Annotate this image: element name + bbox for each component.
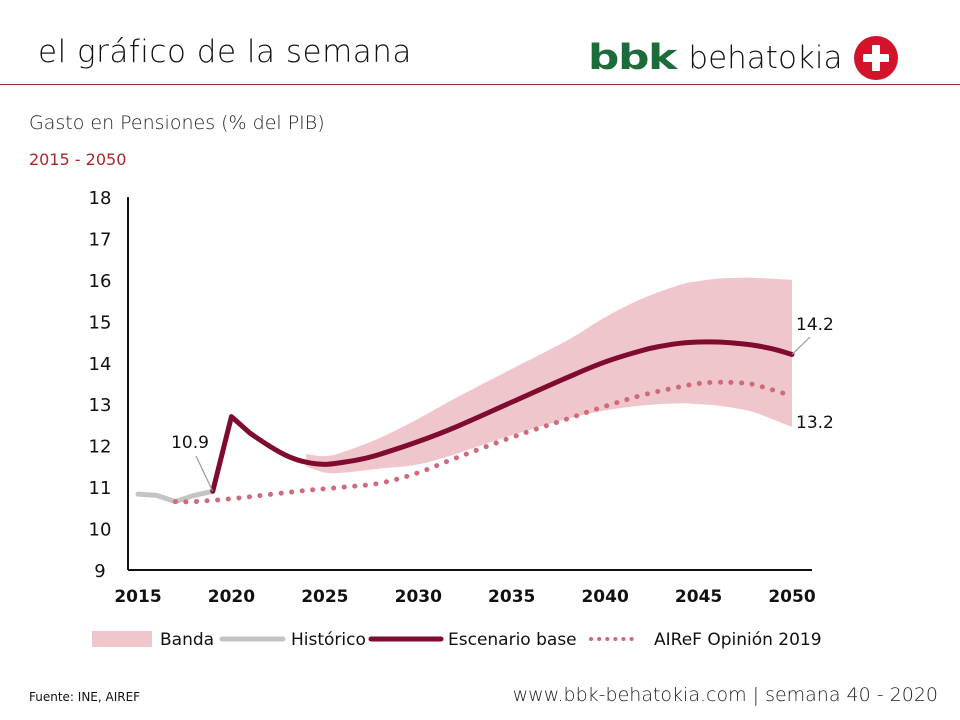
- x-tick-label: 2015: [114, 587, 161, 607]
- axes-layer: [127, 197, 812, 571]
- logo-behatokia-text: behatokia: [688, 39, 843, 76]
- brand-logo: bbk behatokia: [588, 36, 899, 80]
- annotation-leader-line: [791, 336, 811, 355]
- y-tick-label: 12: [89, 437, 112, 458]
- legend-banda: Banda: [92, 630, 214, 650]
- chart-period: 2015 - 2050: [29, 150, 127, 169]
- logo-bbk-wordmark: bbk: [588, 37, 677, 78]
- y-tick-label: 16: [89, 271, 112, 292]
- x-tick-label: 2030: [395, 587, 442, 607]
- series-layer: [135, 339, 795, 505]
- page-title: el gráfico de la semana: [38, 34, 412, 70]
- x-tick-label: 2045: [675, 587, 722, 607]
- x-tick-labels: 2015 2020 2025 2030 2035 2040 2045 2050: [114, 587, 815, 607]
- band-layer: [306, 277, 792, 474]
- legend-airef: AIReF Opinión 2019: [589, 630, 822, 650]
- airef-line: [172, 379, 795, 505]
- x-tick-label: 2050: [768, 587, 815, 607]
- y-tick-label: 17: [89, 229, 112, 250]
- x-tick-label: 2020: [208, 587, 255, 607]
- plus-circle-icon: [854, 36, 899, 80]
- y-tick-label: 13: [89, 395, 112, 416]
- y-tick-labels: 9 10 11 12 13 14 15 16 17 18: [89, 188, 112, 582]
- y-tick-label: 18: [89, 188, 112, 209]
- x-tick-label: 2025: [301, 587, 348, 607]
- annotation-label: 10.9: [171, 433, 209, 453]
- legend-label: Escenario base: [448, 630, 577, 650]
- legend: Banda Histórico Escenario base AIReF Opinió…: [92, 630, 822, 650]
- y-tick-label: 15: [89, 312, 112, 333]
- source-note: Fuente: INE, AIREF: [29, 690, 141, 704]
- y-tick-label: 11: [89, 478, 112, 499]
- legend-label: AIReF Opinión 2019: [654, 630, 822, 650]
- legend-label: Banda: [160, 630, 214, 650]
- legend-escenario-base: Escenario base: [368, 630, 577, 650]
- x-tick-label: 2040: [581, 587, 628, 607]
- legend-historico: Histórico: [219, 630, 366, 650]
- annotation-leader-line: [195, 455, 214, 492]
- escenario-base-line: [210, 339, 795, 494]
- annotation-label: 14.2: [796, 315, 834, 335]
- x-tick-label: 2035: [488, 587, 535, 607]
- legend-swatch: [92, 631, 152, 647]
- legend-label: Histórico: [291, 630, 366, 650]
- header-divider: [0, 84, 960, 85]
- chart-title: Gasto en Pensiones (% del PIB): [29, 112, 325, 134]
- footer-site-week: www.bbk-behatokia.com | semana 40 - 2020: [512, 684, 938, 706]
- annotations: 10.9 14.2 13.2: [171, 315, 834, 492]
- y-tick-label: 10: [89, 520, 112, 541]
- y-tick-label: 14: [89, 354, 112, 375]
- annotation-label: 13.2: [796, 413, 834, 433]
- y-tick-label: 9: [94, 561, 105, 582]
- band-area: [306, 277, 792, 474]
